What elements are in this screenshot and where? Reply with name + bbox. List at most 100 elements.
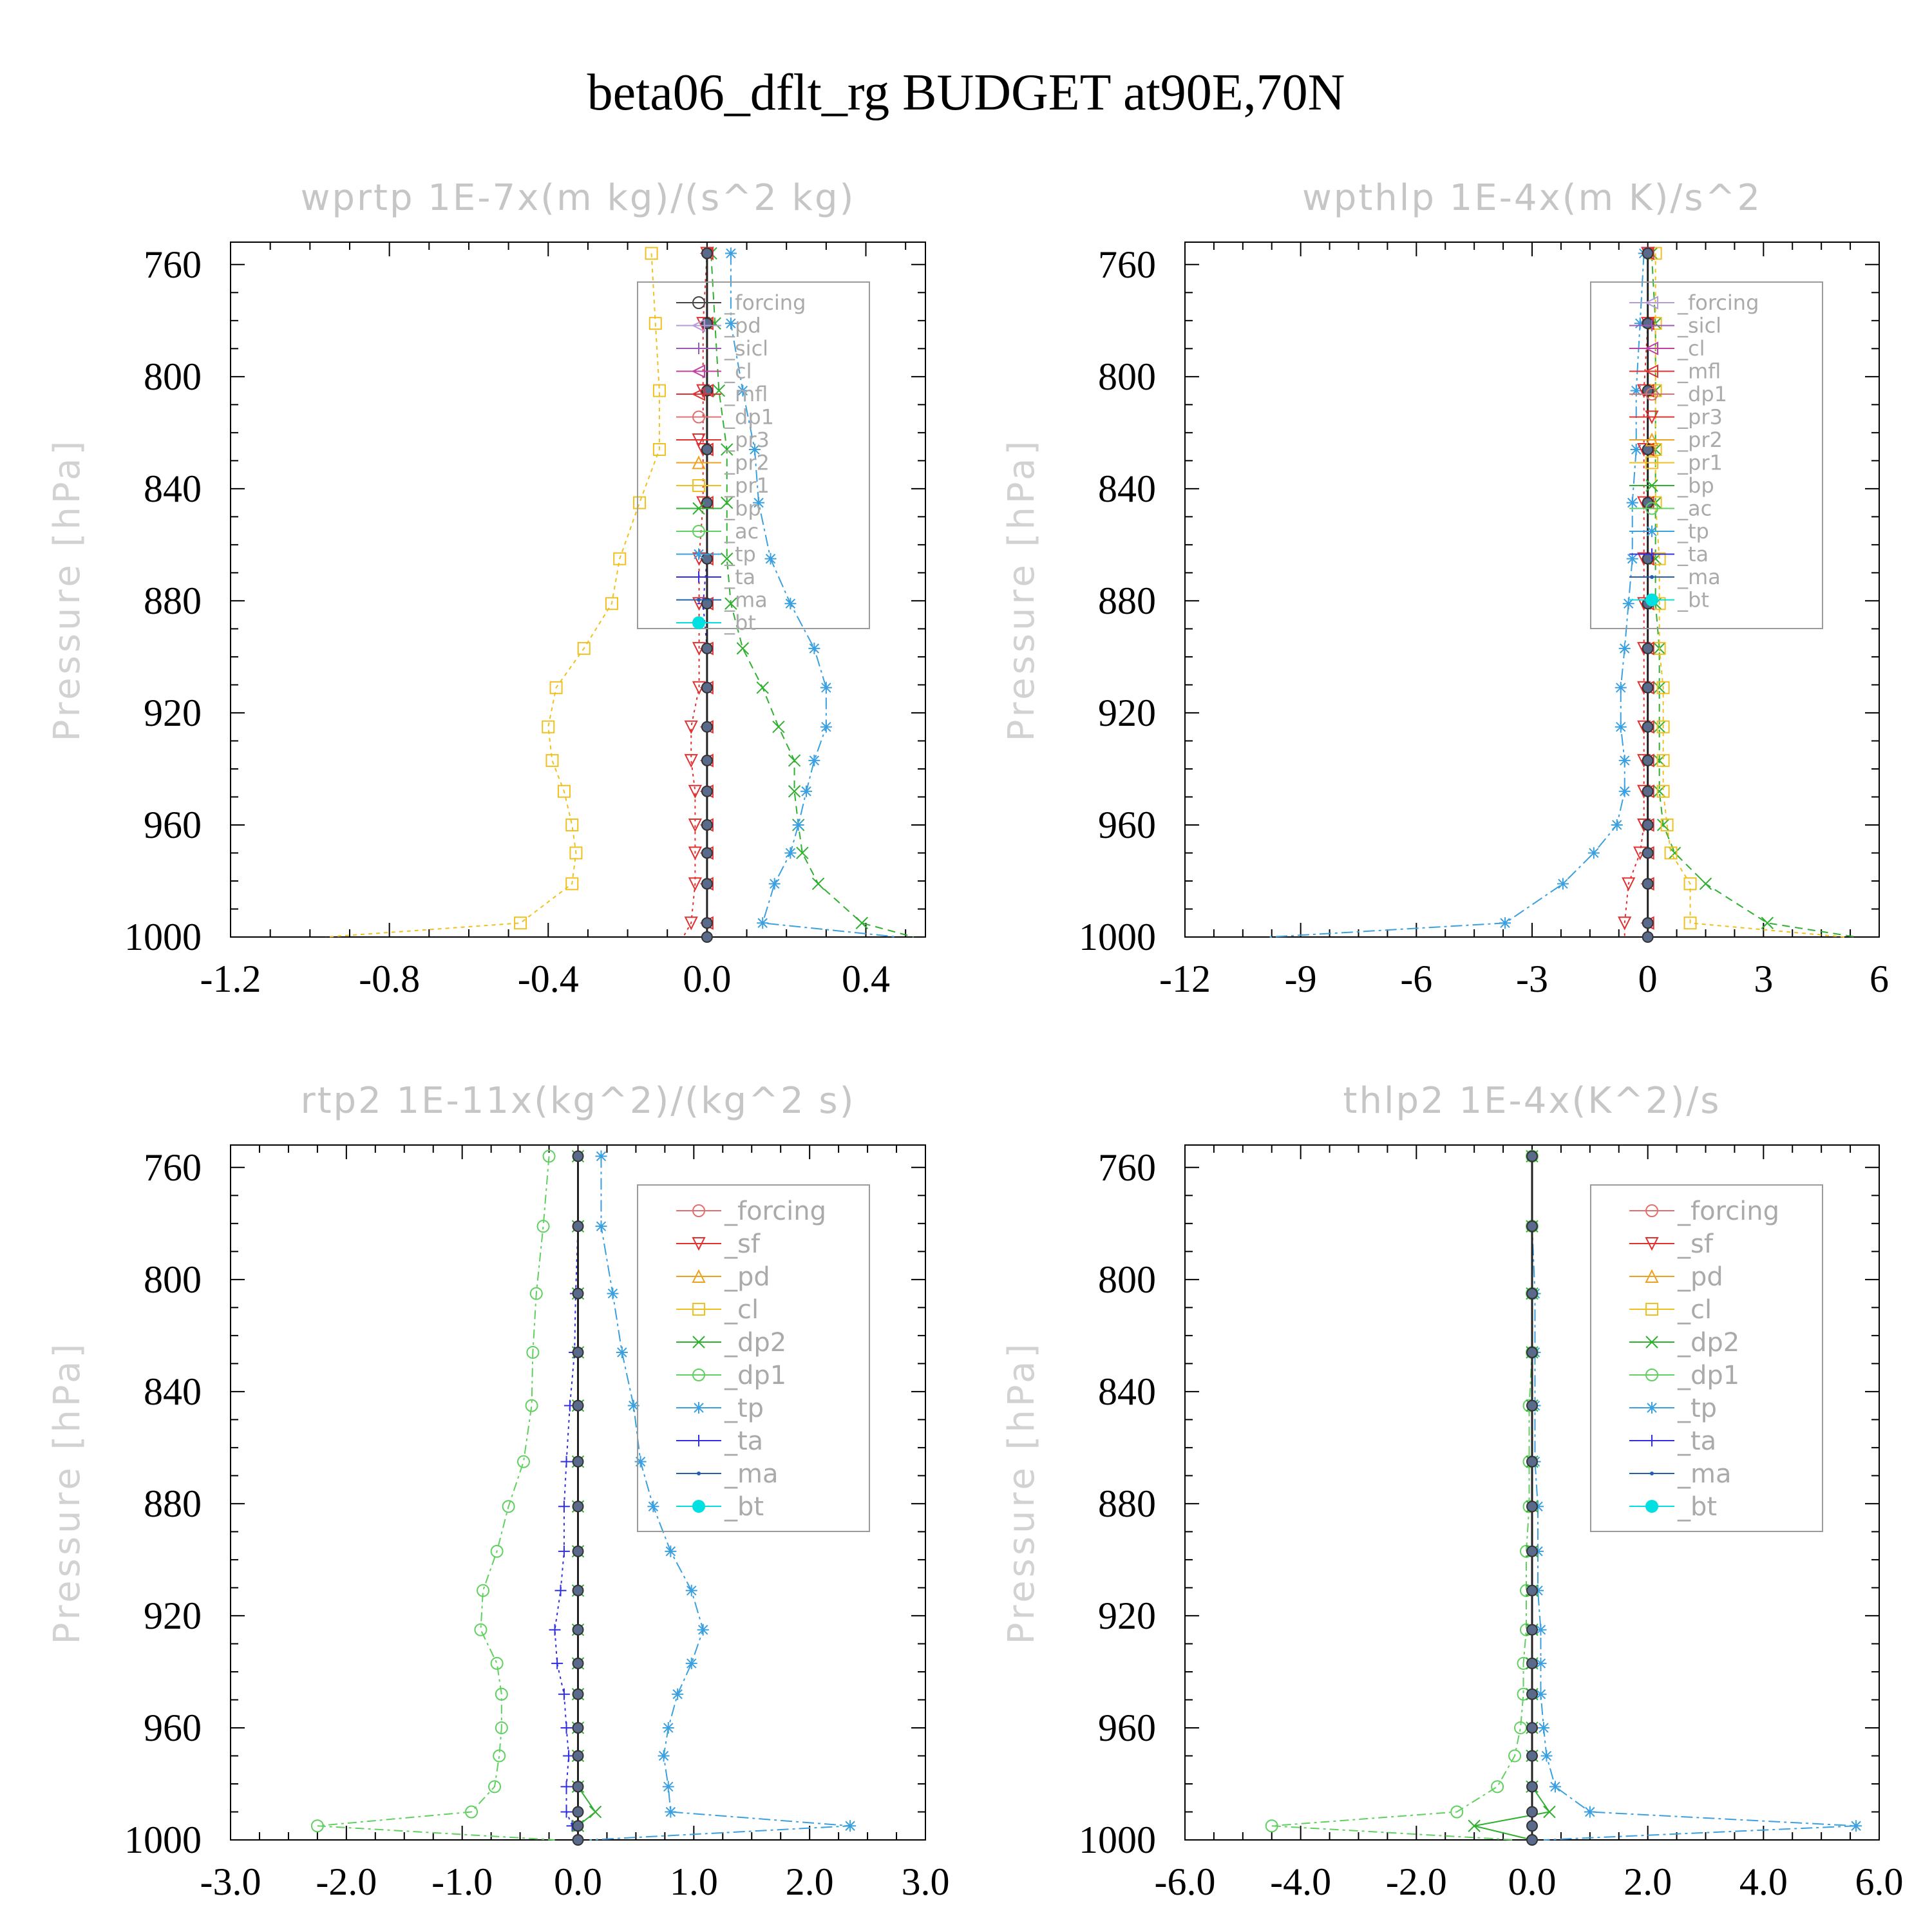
y-tick-label: 760: [144, 243, 202, 286]
x-tick-label: 3: [1754, 958, 1773, 1000]
data-point: [1642, 247, 1654, 260]
legend-label: _ta: [1677, 1426, 1716, 1456]
legend-label: _cl: [724, 1295, 759, 1325]
legend-box: [1590, 281, 1823, 629]
data-point: [684, 753, 698, 768]
series-line: [554, 1156, 579, 1841]
data-point: [672, 1688, 684, 1700]
data-point: [662, 1721, 674, 1734]
series-ac: [310, 1150, 556, 1841]
legend-label: _cl: [724, 359, 752, 384]
data-point: [1699, 877, 1712, 891]
legend-box: [637, 281, 870, 629]
y-tick-label: 920: [144, 692, 202, 734]
data-point: [1468, 1819, 1481, 1832]
series-line: [730, 253, 898, 938]
data-point: [1622, 877, 1636, 891]
legend-item: _tp: [1629, 519, 1709, 544]
legend-marker: [1645, 1336, 1658, 1349]
y-tick-label: 1000: [1079, 1819, 1156, 1861]
data-point: [701, 247, 713, 260]
legend-item: _tp: [1629, 1394, 1717, 1423]
y-tick-label: 760: [1098, 1146, 1156, 1189]
legend-marker: [1646, 319, 1658, 332]
legend-marker: [692, 1269, 706, 1283]
legend-marker: [1646, 1402, 1658, 1414]
data-point: [488, 1780, 502, 1794]
legend-item: _mfl: [1629, 359, 1721, 384]
data-point: [542, 720, 555, 734]
legend-label: _bt: [1677, 588, 1709, 612]
data-point: [633, 496, 647, 509]
data-point: [572, 1820, 584, 1832]
data-point: [1642, 754, 1654, 766]
data-point: [565, 877, 579, 891]
series-line: [1269, 253, 1645, 938]
y-axis-label: Pressure [hPa]: [46, 1341, 88, 1645]
data-point: [701, 917, 713, 929]
data-point: [529, 1287, 543, 1300]
legend-item: _bp: [676, 497, 761, 521]
data-point: [1618, 785, 1631, 797]
legend-label: _pr3: [724, 428, 770, 452]
data-point: [1526, 1501, 1538, 1513]
y-tick-label: 1000: [124, 916, 202, 958]
legend-item: _bt: [676, 1492, 764, 1522]
series-pr1: [325, 247, 666, 938]
legend-label: _bt: [724, 611, 756, 635]
data-point: [685, 1657, 697, 1669]
legend-marker: [692, 1204, 705, 1217]
chart-panel-1: wprtp 1E-7x(m kg)/(s^2 kg) Pressure [hPa]…: [46, 177, 926, 1000]
series-line: [1473, 1156, 1551, 1841]
y-axis-label: Pressure [hPa]: [1001, 438, 1043, 742]
legend: _forcing_pd_sicl_cl_mfl_dp1_pr3_pr2_pr1_…: [637, 281, 870, 635]
data-point: [1535, 1624, 1547, 1636]
data-point: [572, 1287, 584, 1300]
legend-item: _sf: [1629, 1229, 1714, 1259]
data-point: [1526, 1346, 1538, 1358]
legend-item: _forcing: [676, 1197, 826, 1226]
y-tick-label: 840: [144, 468, 202, 510]
data-point: [634, 1455, 647, 1468]
y-tick-label: 880: [144, 580, 202, 622]
data-point: [784, 598, 797, 610]
legend-item: _bp: [1629, 473, 1714, 498]
data-point: [613, 552, 627, 565]
x-tick-label: 0.0: [554, 1861, 602, 1903]
y-tick-label: 800: [144, 355, 202, 398]
data-point: [549, 1624, 561, 1636]
series-line: [1271, 1156, 1533, 1841]
legend-label: _forcing: [724, 290, 806, 315]
legend-item: _dp1: [676, 1361, 786, 1390]
legend-item: _tp: [676, 542, 756, 567]
legend-item: _cl: [676, 1295, 759, 1325]
data-point: [724, 317, 737, 330]
legend-marker: [1645, 410, 1659, 424]
x-tick-label: 4.0: [1739, 1861, 1788, 1903]
y-tick-label: 960: [1098, 804, 1156, 846]
data-point: [589, 1805, 602, 1819]
data-point: [1265, 1819, 1278, 1833]
data-point: [572, 1455, 584, 1468]
y-tick-label: 880: [1098, 580, 1156, 622]
legend-item: _pr2: [676, 451, 770, 475]
legend-label: _sicl: [724, 336, 768, 361]
legend-marker: [1646, 548, 1658, 560]
data-point: [1526, 1624, 1538, 1636]
series-bp: [1468, 1150, 1556, 1841]
legend-label: _pr1: [1677, 451, 1723, 475]
y-tick-label: 800: [1098, 355, 1156, 398]
legend-marker: [692, 1237, 706, 1251]
data-point: [1642, 917, 1654, 929]
y-tick-label: 840: [1098, 468, 1156, 510]
data-point: [684, 916, 698, 931]
series-pr3: [683, 247, 714, 938]
data-point: [1656, 681, 1670, 694]
legend-label: _dp2: [724, 1328, 786, 1358]
legend-marker: [692, 1336, 705, 1349]
legend-item: _sicl: [1629, 314, 1721, 338]
data-point: [1618, 916, 1632, 931]
data-point: [595, 1220, 607, 1233]
data-point: [1526, 1750, 1538, 1762]
data-point: [572, 1346, 584, 1358]
